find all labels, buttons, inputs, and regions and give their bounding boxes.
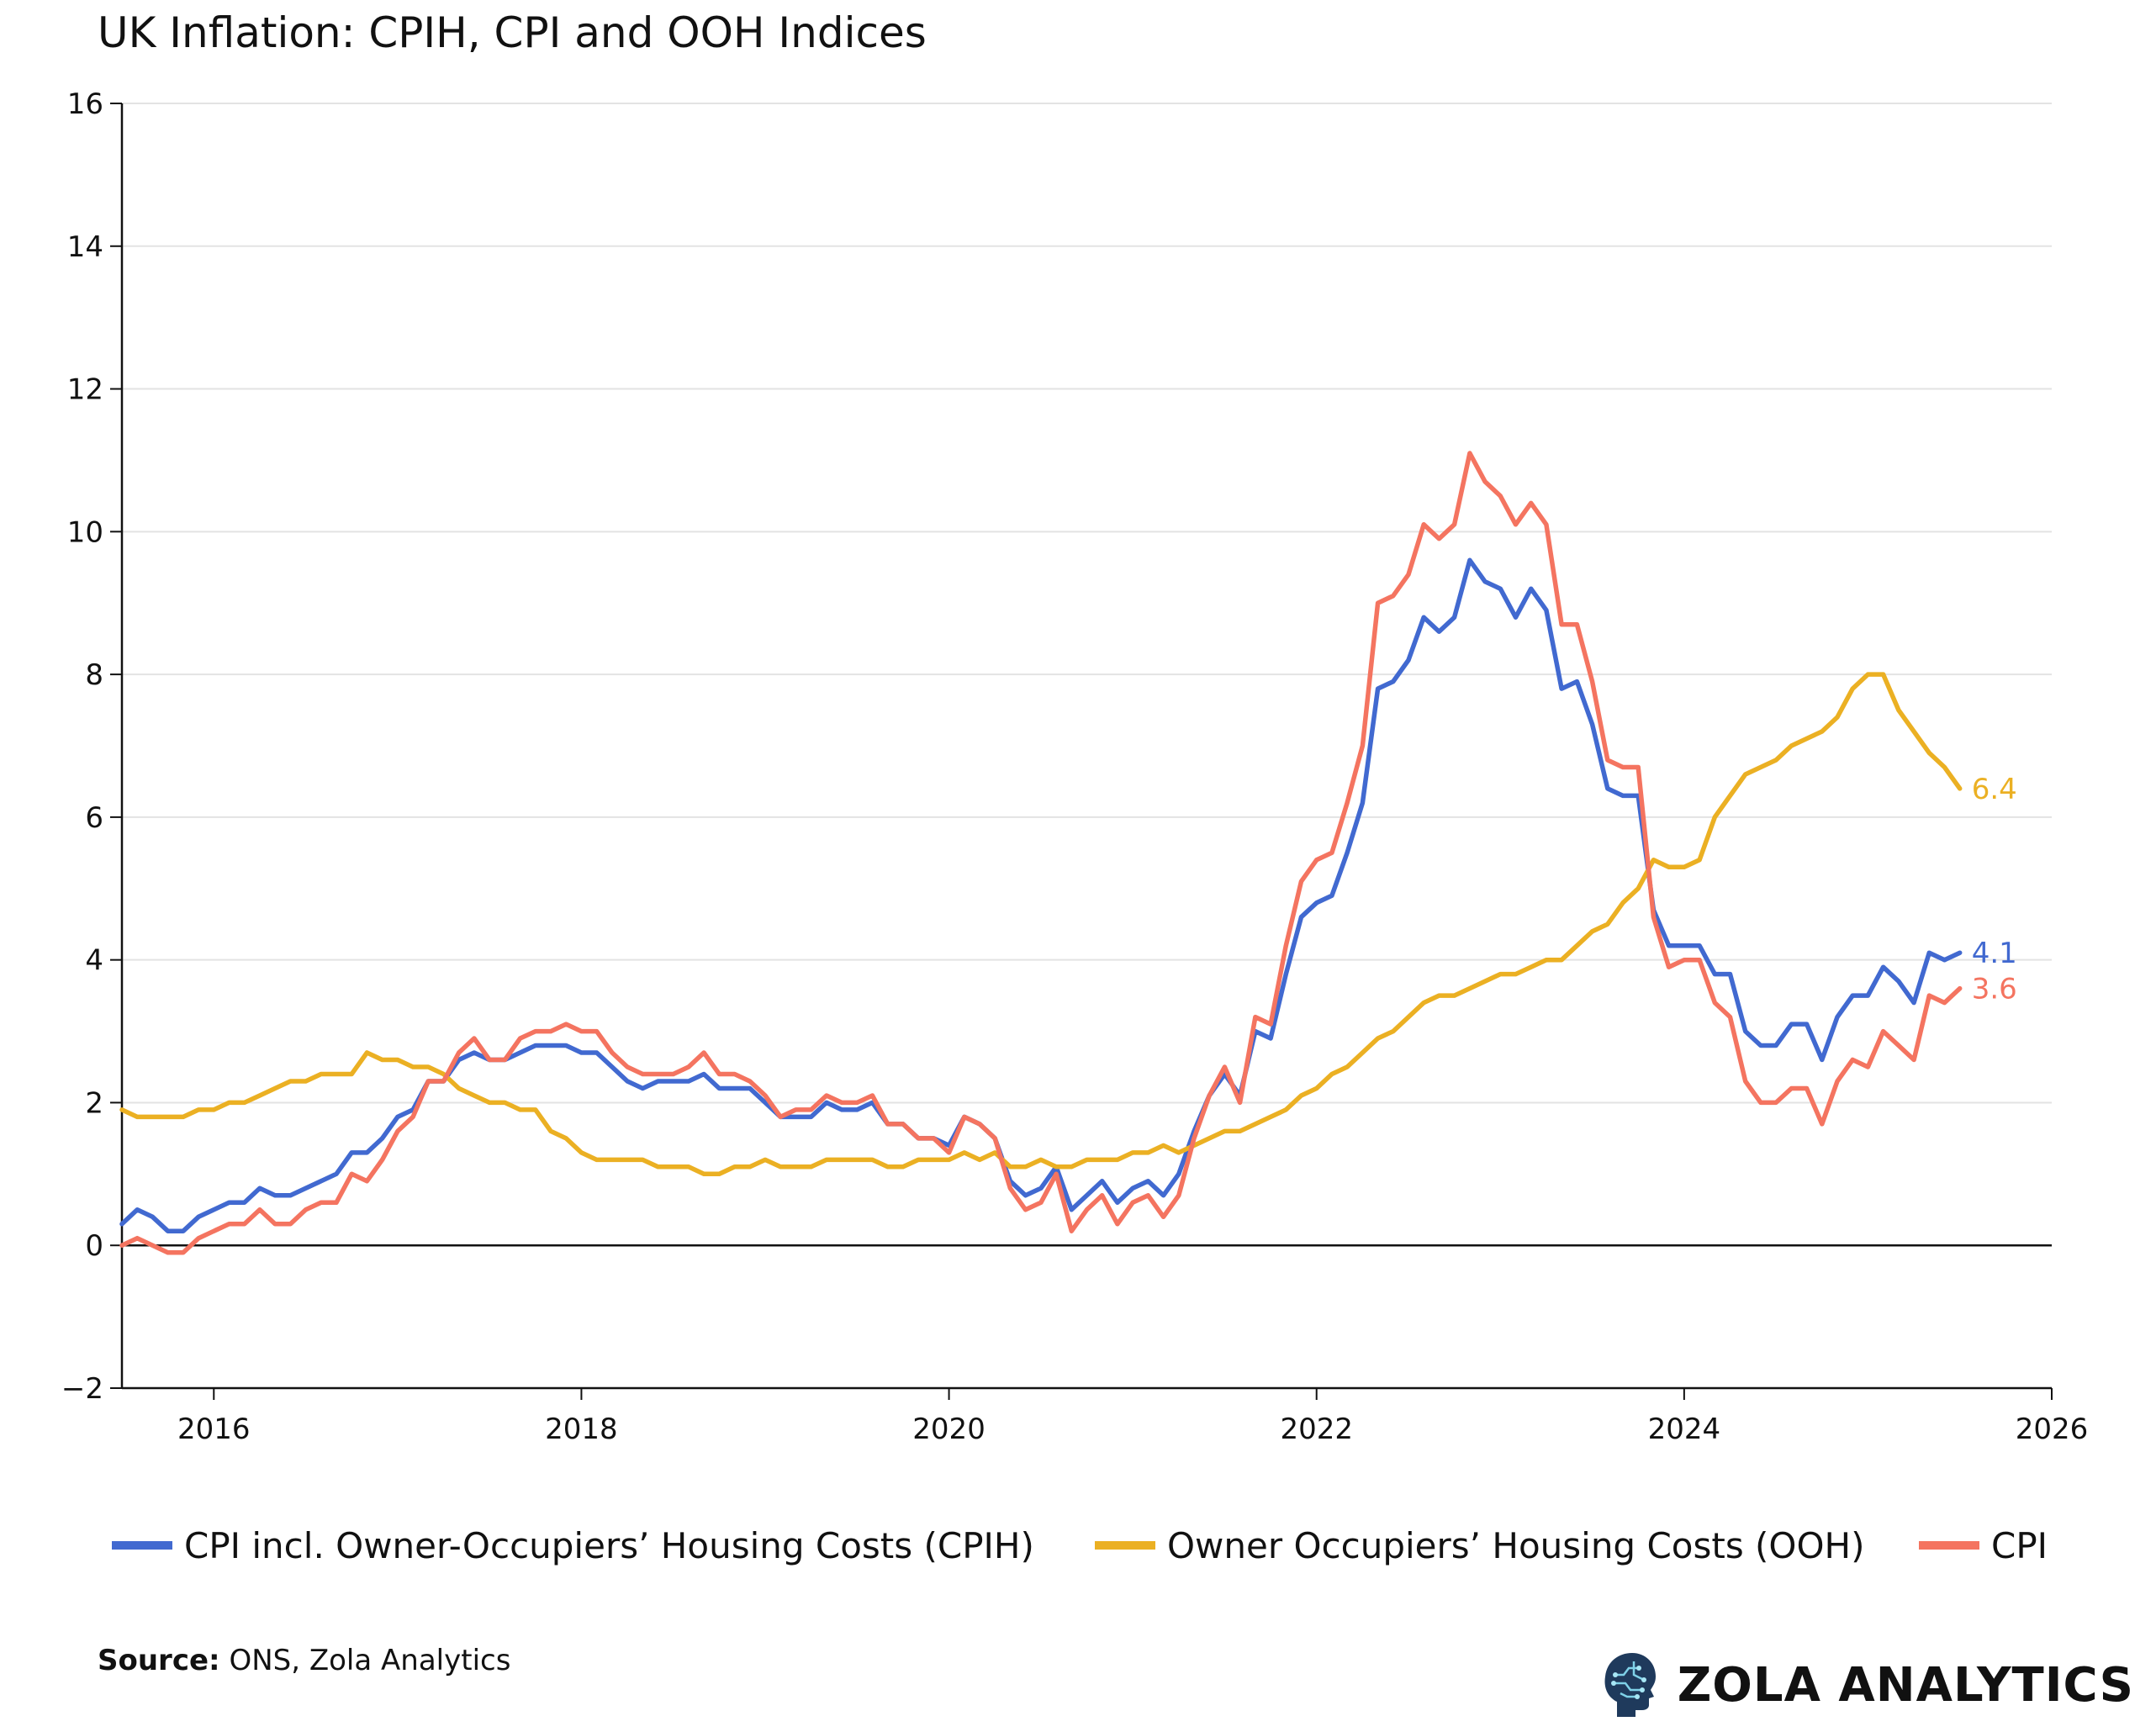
series-end-label-0: 4.1 <box>1972 937 2017 970</box>
y-tick-label: 10 <box>67 515 103 549</box>
series-end-label-1: 6.4 <box>1972 773 2017 806</box>
source-label: Source: <box>98 1644 220 1677</box>
y-tick-label: 12 <box>67 373 103 407</box>
y-tick-label: 14 <box>67 230 103 264</box>
chart-title: UK Inflation: CPIH, CPI and OOH Indices <box>98 8 927 57</box>
y-tick-label: 2 <box>85 1086 103 1120</box>
legend-label-2: CPI <box>1991 1525 2048 1566</box>
end-labels: 4.1 6.4 3.6 <box>1972 773 2017 1006</box>
x-tick-label: 2024 <box>1648 1413 1721 1446</box>
y-tick-label: 4 <box>85 944 103 978</box>
brand-block: ZOLA ANALYTICS <box>1600 1650 2134 1720</box>
x-tick-label: 2016 <box>177 1413 251 1446</box>
axes: −2 0 2 4 6 8 10 12 14 16 2016 2018 2020 2022 2024 2026 <box>61 87 2088 1446</box>
y-tick-label: 8 <box>85 658 103 692</box>
x-tick-label: 2026 <box>2016 1413 2089 1446</box>
brand-name: ZOLA ANALYTICS <box>1677 1657 2134 1713</box>
source-text: ONS, Zola Analytics <box>219 1644 511 1677</box>
y-tick-label: −2 <box>61 1372 103 1406</box>
x-tick-label: 2022 <box>1280 1413 1353 1446</box>
x-tick-label: 2020 <box>912 1413 986 1446</box>
series-line-2 <box>119 451 1963 1255</box>
series-end-label-2: 3.6 <box>1972 973 2017 1006</box>
legend-label-1: Owner Occupiers’ Housing Costs (OOH) <box>1167 1525 1865 1566</box>
x-tick-label: 2018 <box>545 1413 618 1446</box>
legend: CPI incl. Owner-Occupiers’ Housing Costs… <box>112 1525 2048 1566</box>
y-tick-label: 0 <box>85 1229 103 1263</box>
brain-head-icon <box>1604 1653 1656 1717</box>
y-tick-label: 16 <box>67 87 103 121</box>
series-lines <box>119 451 1963 1255</box>
series-line-1 <box>119 672 1963 1177</box>
y-tick-label: 6 <box>85 801 103 835</box>
legend-label-0: CPI incl. Owner-Occupiers’ Housing Costs… <box>184 1525 1034 1566</box>
source-note: Source: ONS, Zola Analytics <box>98 1644 510 1677</box>
